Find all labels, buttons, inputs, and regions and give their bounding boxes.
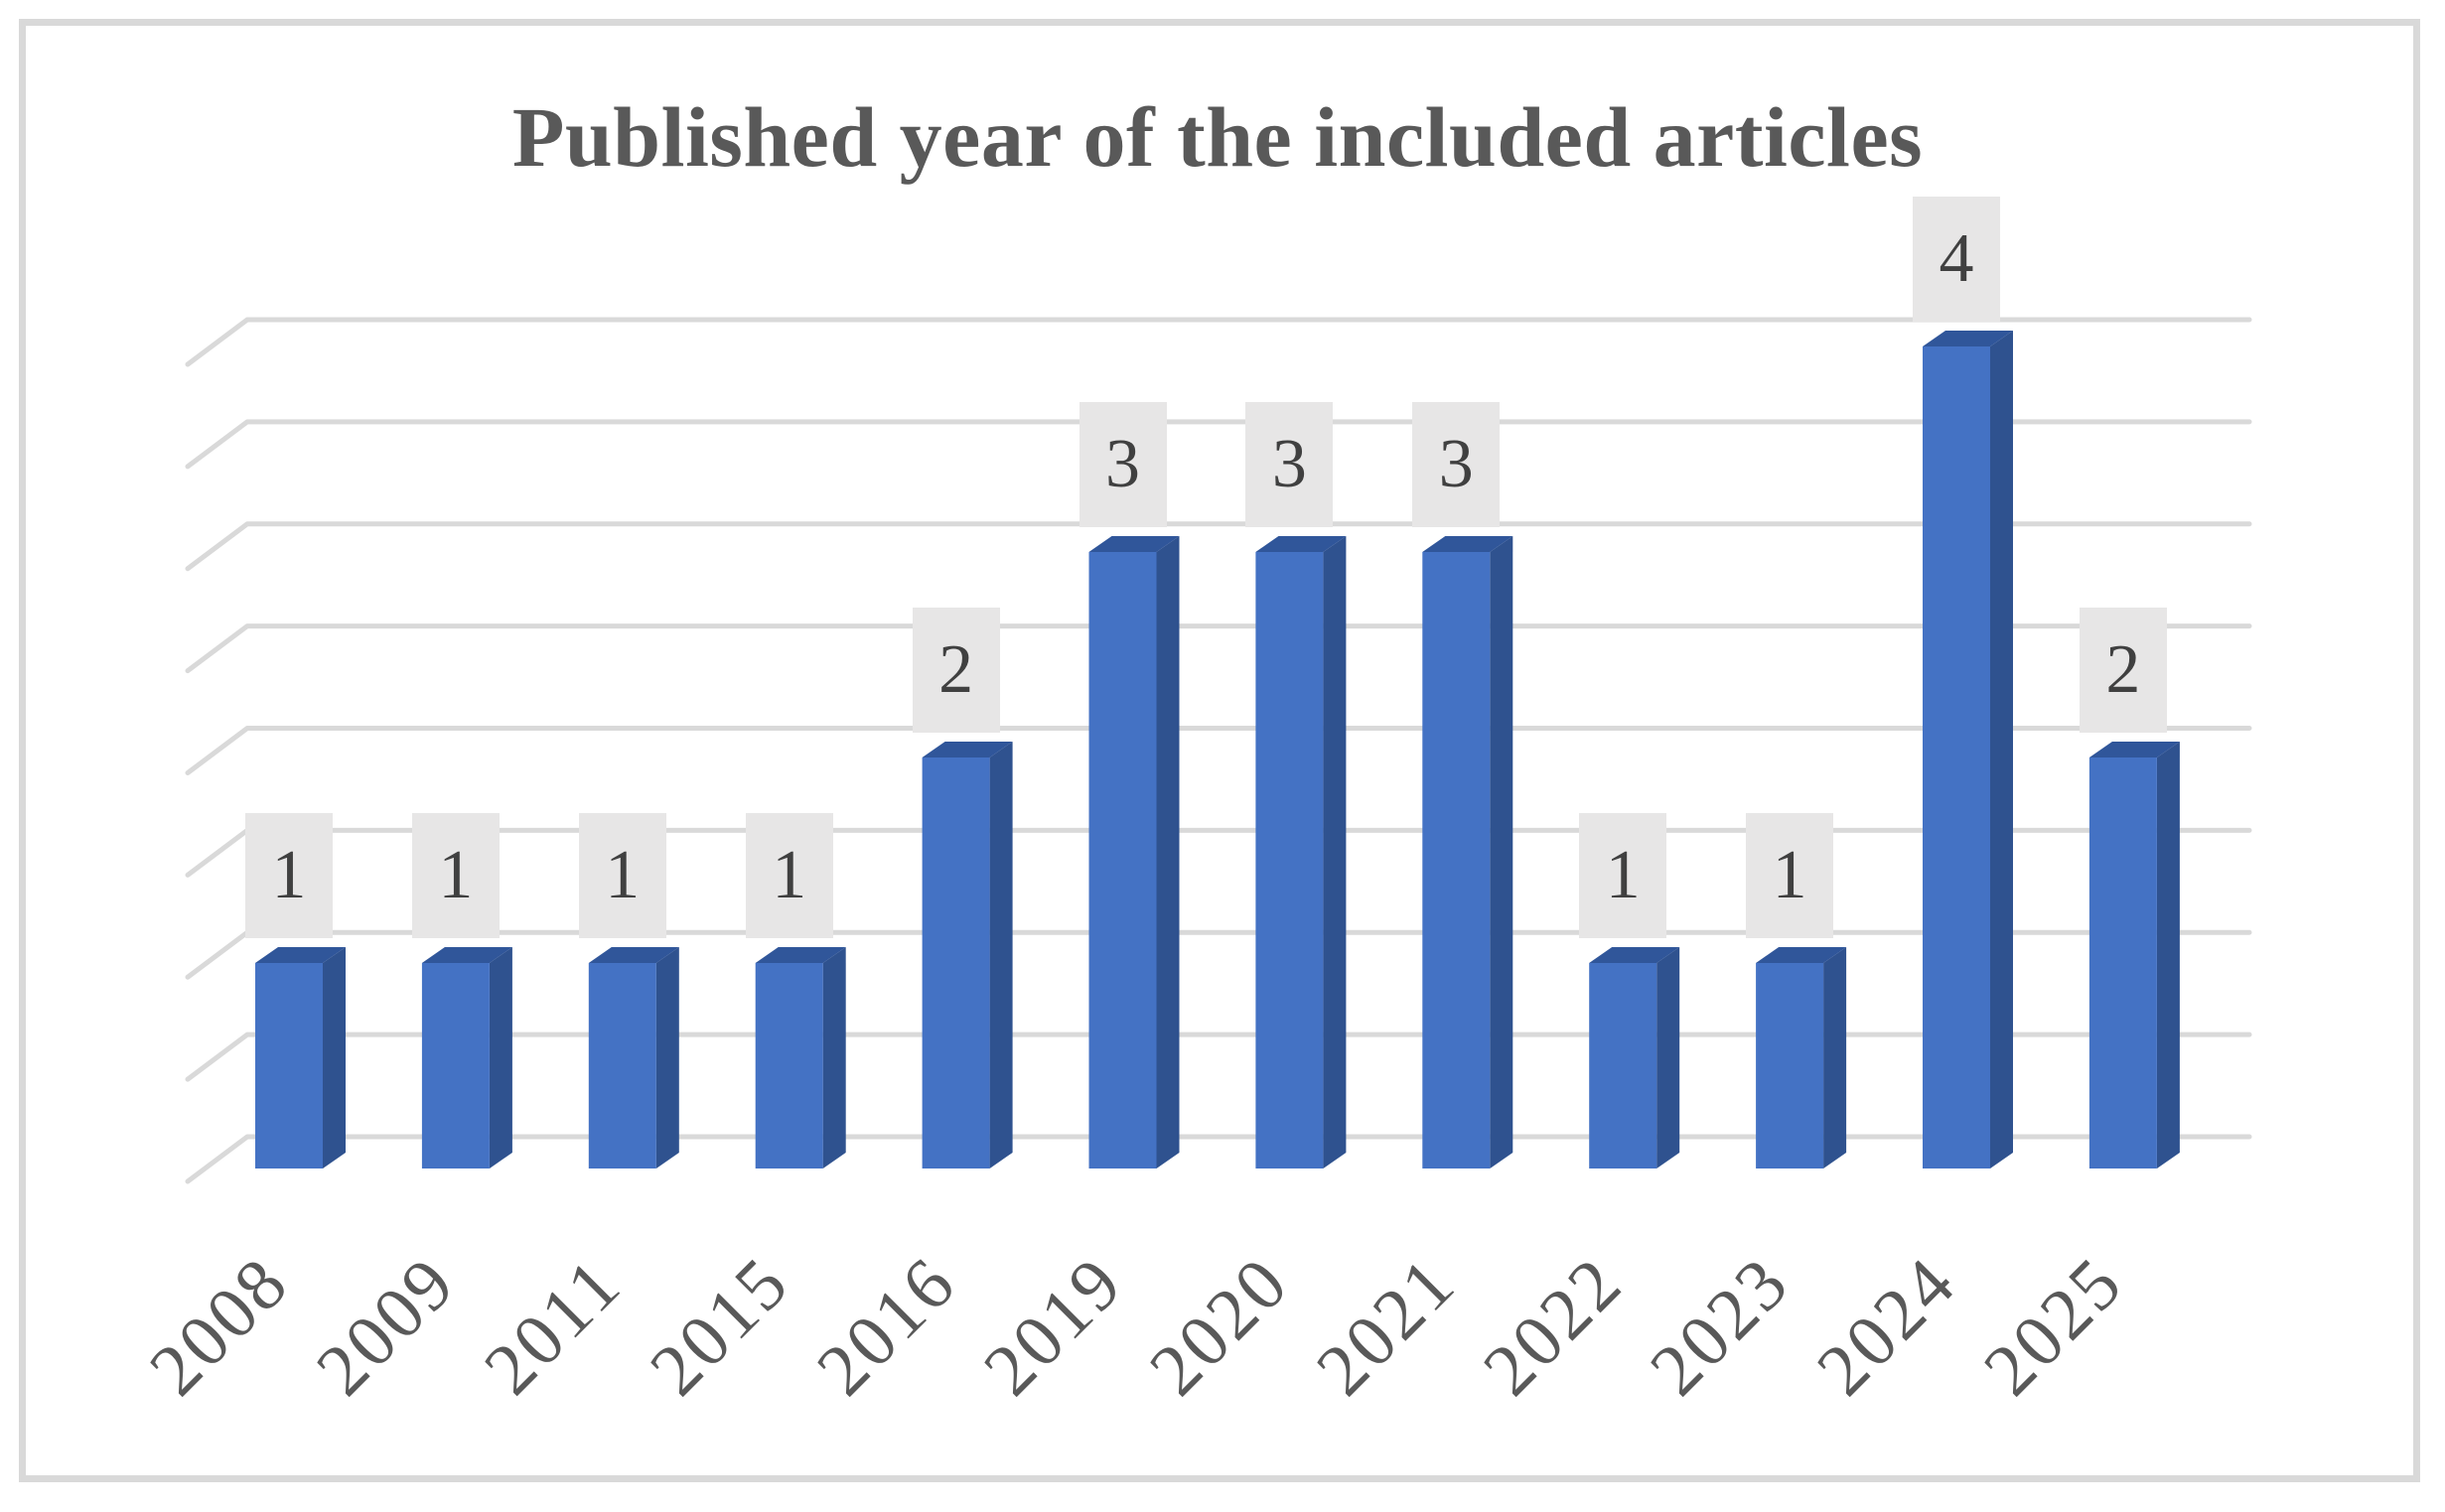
- chart-title: Published year of the included articles: [511, 89, 1924, 185]
- gridline: [185, 726, 2252, 775]
- data-label: 1: [1579, 813, 1667, 938]
- data-label: 1: [578, 813, 666, 938]
- gridline: [185, 521, 2252, 572]
- data-label: 2: [912, 608, 1000, 733]
- data-label: 4: [1913, 197, 2000, 322]
- bar-2015: [755, 947, 846, 1168]
- bar-2011: [588, 947, 679, 1168]
- bar-2009: [421, 947, 512, 1168]
- gridline: [185, 1031, 2252, 1082]
- bar-2020: [1255, 536, 1347, 1168]
- data-label: 1: [411, 813, 500, 938]
- bar-2024: [1923, 331, 2013, 1168]
- bar-2025: [2088, 742, 2180, 1168]
- bar-2022: [1589, 947, 1680, 1168]
- data-label: 3: [1079, 402, 1167, 527]
- data-label: 1: [245, 813, 333, 938]
- bars: [255, 331, 2180, 1168]
- bar-2019: [1088, 536, 1180, 1168]
- data-label: 1: [745, 813, 833, 938]
- data-label: 1: [1746, 813, 1834, 938]
- bar-2008: [255, 947, 346, 1168]
- chart-frame: [19, 19, 2420, 1482]
- gridline: [185, 419, 2252, 470]
- gridline: [185, 623, 2252, 674]
- bar-2021: [1422, 536, 1513, 1168]
- data-label: 2: [2079, 608, 2167, 733]
- data-label: 3: [1412, 402, 1501, 527]
- data-label: 3: [1245, 402, 1334, 527]
- gridline: [185, 1134, 2252, 1184]
- gridline: [185, 317, 2252, 367]
- bar-2016: [922, 742, 1013, 1168]
- bar-2023: [1756, 947, 1847, 1168]
